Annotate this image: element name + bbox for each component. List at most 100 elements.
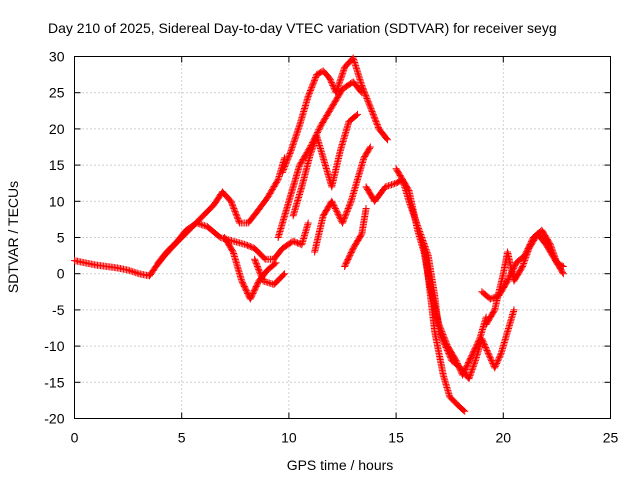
data-point (490, 307, 498, 315)
data-point (407, 203, 415, 211)
data-point (484, 349, 492, 357)
data-point (310, 78, 318, 86)
data-point (468, 367, 476, 375)
data-point (291, 136, 299, 144)
data-point (469, 364, 477, 372)
data-point (328, 79, 336, 87)
data-point (366, 144, 374, 152)
data-point (523, 250, 531, 258)
y-tick-label: 25 (49, 85, 65, 101)
data-point (308, 84, 316, 92)
data-point (293, 129, 301, 137)
data-point (282, 160, 290, 168)
data-point (257, 273, 265, 281)
data-point (196, 220, 204, 228)
data-point (341, 213, 349, 221)
data-point (331, 205, 339, 213)
data-point (312, 73, 320, 81)
data-point (305, 91, 313, 99)
series-track-f (274, 78, 366, 241)
y-tick-label: 5 (57, 230, 65, 246)
data-point (374, 122, 382, 130)
data-point (364, 97, 372, 105)
data-point (230, 206, 238, 214)
data-point (406, 199, 413, 207)
data-point (308, 82, 316, 90)
data-point (233, 212, 241, 220)
series-track-b (154, 219, 312, 267)
y-tick-labels: -20 -15 -10 -5 0 5 10 15 20 25 30 (44, 49, 64, 427)
data-point (460, 406, 468, 414)
data-point (497, 351, 505, 359)
data-point (338, 72, 346, 80)
data-point (335, 80, 343, 88)
data-point (255, 267, 263, 275)
y-tick-label: -20 (44, 411, 64, 427)
data-point (362, 205, 370, 213)
data-point (366, 143, 374, 151)
data-point (524, 247, 532, 255)
grid-lines (74, 56, 611, 419)
data-point (339, 69, 347, 77)
data-point (199, 221, 207, 229)
data-point (126, 267, 134, 275)
data-point (291, 238, 299, 246)
data-point (486, 295, 494, 303)
data-point (328, 80, 336, 88)
data-point (284, 154, 292, 162)
data-point (408, 205, 416, 213)
data-point (481, 342, 489, 350)
data-point (469, 363, 477, 371)
data-point (384, 136, 392, 144)
data-point (281, 270, 289, 278)
x-tick-label: 0 (71, 430, 79, 446)
data-point (417, 230, 425, 238)
data-point (310, 76, 318, 84)
data-point (340, 216, 348, 224)
data-point (389, 180, 397, 188)
data-point (479, 336, 487, 344)
data-point (520, 258, 528, 266)
data-point (294, 127, 302, 135)
series-track-e (278, 54, 392, 176)
data-point (441, 341, 449, 349)
data-point (290, 139, 298, 147)
x-tick-label: 10 (281, 430, 297, 446)
data-point (522, 253, 530, 261)
data-point (388, 181, 396, 189)
data-point (357, 231, 365, 239)
data-point (496, 352, 504, 360)
data-point (304, 219, 312, 227)
data-point (262, 278, 270, 286)
data-point (288, 145, 296, 153)
data-point (519, 261, 527, 269)
x-tick-labels: 0 5 10 15 20 25 (71, 430, 619, 446)
data-point (445, 351, 453, 359)
data-point (347, 199, 355, 207)
data-point (365, 100, 373, 108)
series-track-h (311, 143, 374, 256)
data-point (413, 220, 421, 228)
data-point (488, 357, 496, 365)
data-point (336, 78, 344, 86)
data-point (194, 220, 202, 228)
data-point (446, 352, 454, 360)
data-point (308, 146, 316, 154)
data-point (493, 359, 501, 367)
data-point (357, 87, 365, 95)
data-point (281, 163, 289, 171)
data-point (494, 357, 502, 365)
data-point (291, 135, 299, 143)
data-point (383, 135, 391, 143)
data-point (257, 271, 265, 279)
data-point (406, 200, 414, 208)
data-point (292, 133, 300, 141)
data-point (271, 260, 279, 268)
data-point (316, 124, 324, 132)
data-point (415, 226, 423, 234)
data-point (339, 219, 346, 227)
data-point (412, 217, 420, 225)
data-point (315, 126, 323, 134)
data-point (362, 92, 370, 100)
data-point (368, 108, 376, 116)
